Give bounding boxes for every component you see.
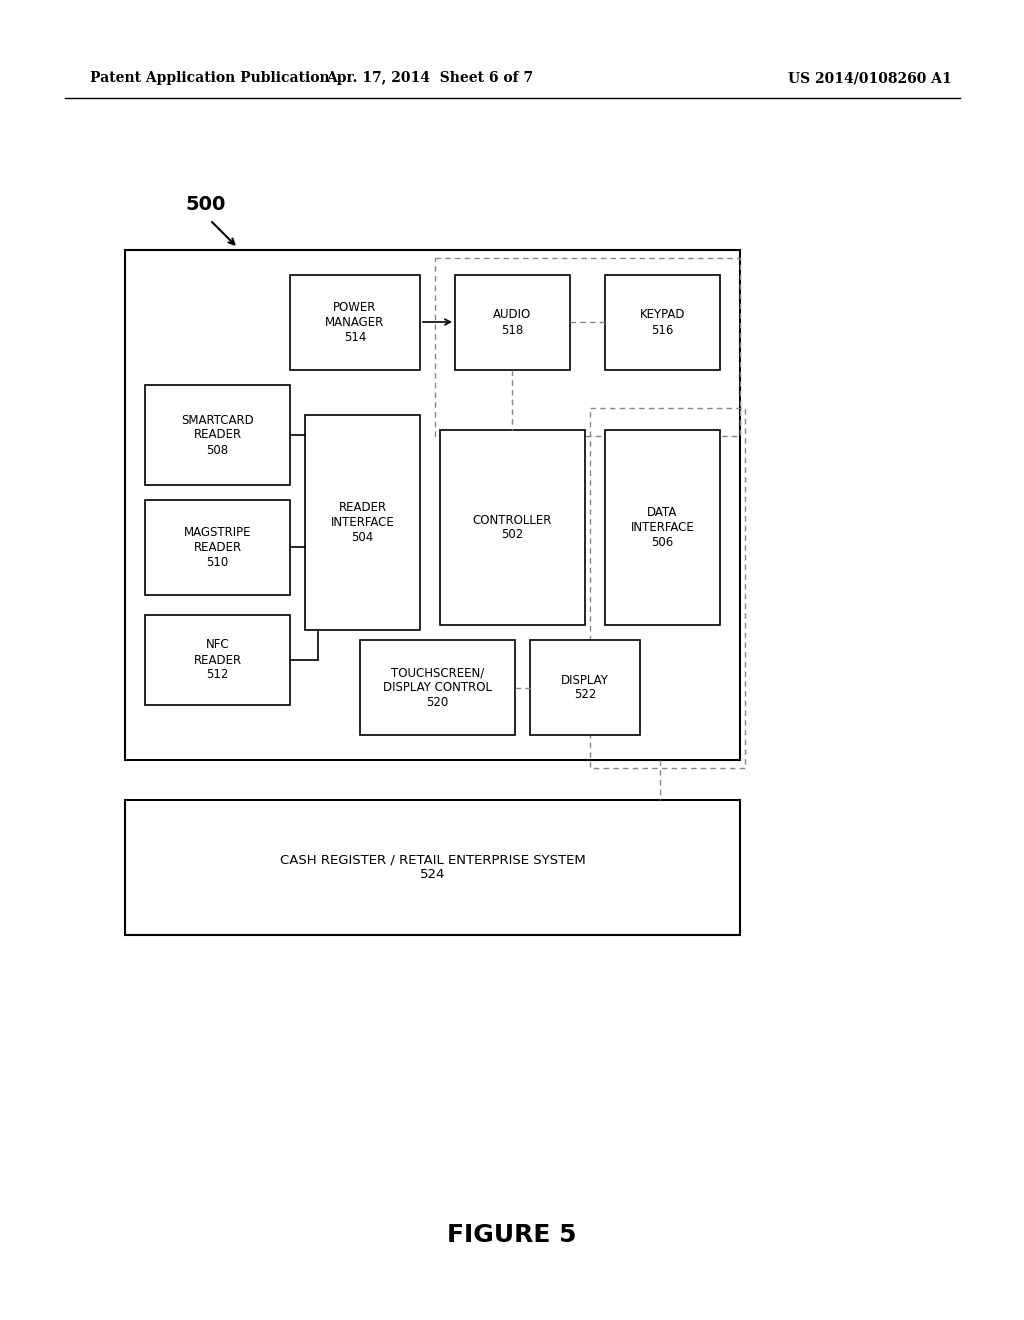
Bar <box>440 430 585 624</box>
Bar <box>360 640 515 735</box>
Text: DATA
INTERFACE
506: DATA INTERFACE 506 <box>631 506 694 549</box>
Bar <box>145 385 290 484</box>
Text: Apr. 17, 2014  Sheet 6 of 7: Apr. 17, 2014 Sheet 6 of 7 <box>327 71 534 84</box>
Text: MAGSTRIPE
READER
510: MAGSTRIPE READER 510 <box>183 525 251 569</box>
Text: NFC
READER
512: NFC READER 512 <box>194 639 242 681</box>
Text: SMARTCARD
READER
508: SMARTCARD READER 508 <box>181 413 254 457</box>
Bar <box>125 800 740 935</box>
Text: 500: 500 <box>185 195 225 214</box>
Bar <box>125 249 740 760</box>
Text: CASH REGISTER / RETAIL ENTERPRISE SYSTEM
524: CASH REGISTER / RETAIL ENTERPRISE SYSTEM… <box>280 854 586 882</box>
Bar <box>455 275 570 370</box>
Bar <box>290 275 420 370</box>
Text: KEYPAD
516: KEYPAD 516 <box>640 309 685 337</box>
Bar <box>590 408 745 768</box>
Bar <box>145 615 290 705</box>
Text: FIGURE 5: FIGURE 5 <box>447 1224 577 1247</box>
Text: POWER
MANAGER
514: POWER MANAGER 514 <box>326 301 385 345</box>
Text: TOUCHSCREEN/
DISPLAY CONTROL
520: TOUCHSCREEN/ DISPLAY CONTROL 520 <box>383 667 492 709</box>
Bar <box>530 640 640 735</box>
Text: CONTROLLER
502: CONTROLLER 502 <box>473 513 552 541</box>
Text: Patent Application Publication: Patent Application Publication <box>90 71 330 84</box>
Text: DISPLAY
522: DISPLAY 522 <box>561 673 609 701</box>
Text: US 2014/0108260 A1: US 2014/0108260 A1 <box>788 71 952 84</box>
Text: READER
INTERFACE
504: READER INTERFACE 504 <box>331 502 394 544</box>
Bar <box>605 275 720 370</box>
Bar <box>435 257 740 436</box>
Text: AUDIO
518: AUDIO 518 <box>494 309 531 337</box>
Bar <box>305 414 420 630</box>
Bar <box>145 500 290 595</box>
Bar <box>605 430 720 624</box>
